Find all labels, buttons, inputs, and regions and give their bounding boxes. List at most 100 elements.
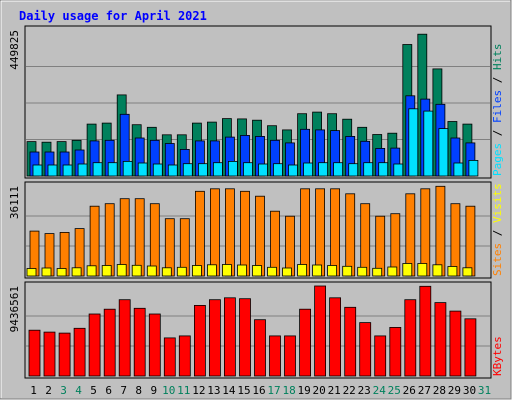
bar-sites-day-19	[300, 188, 311, 277]
bar-pages-day-20	[318, 162, 329, 177]
bar-pages-day-8	[137, 162, 148, 177]
legend-separator: /	[491, 70, 504, 90]
bar-visits-day-19	[297, 264, 308, 277]
bar-visits-day-6	[101, 265, 112, 277]
bar-kbytes-day-18	[284, 335, 296, 377]
bar-visits-day-30	[462, 267, 473, 277]
bar-pages-day-10	[167, 164, 178, 177]
legend-visits: Visits	[491, 183, 504, 223]
bar-sites-day-12	[194, 190, 205, 277]
day-label-1: 1	[30, 384, 37, 397]
bar-visits-day-27	[417, 263, 428, 277]
bar-kbytes-day-20	[314, 285, 327, 377]
bar-visits-day-22	[342, 265, 353, 277]
panel-kbytes: 9436561 KBytes	[8, 281, 504, 379]
y-max-label: 9436561	[8, 286, 21, 332]
panel-sites_visits: 36111 Sites / Visits	[8, 181, 504, 279]
bar-pages-day-17	[273, 163, 283, 177]
bar-visits-day-4	[71, 267, 82, 277]
bar-sites-day-29	[450, 203, 461, 277]
bar-pages-day-15	[243, 162, 253, 177]
bar-kbytes-day-5	[88, 313, 101, 377]
bar-visits-day-17	[267, 266, 277, 277]
bar-kbytes-day-28	[434, 302, 447, 377]
day-label-5: 5	[90, 384, 97, 397]
bar-visits-day-21	[327, 265, 338, 277]
bar-pages-day-24	[378, 162, 389, 177]
bar-pages-day-5	[92, 162, 103, 177]
bar-kbytes-day-27	[419, 285, 432, 377]
bar-pages-day-4	[77, 163, 88, 177]
bar-visits-day-13	[206, 264, 217, 277]
bar-pages-day-9	[152, 163, 163, 177]
day-label-11: 11	[177, 384, 190, 397]
bar-visits-day-12	[191, 265, 202, 277]
day-label-30: 30	[463, 384, 476, 397]
day-label-10: 10	[162, 384, 175, 397]
day-label-12: 12	[192, 384, 205, 397]
bar-kbytes-day-15	[239, 298, 251, 377]
bar-pages-day-2	[47, 164, 58, 177]
day-label-22: 22	[343, 384, 356, 397]
bar-visits-day-20	[312, 264, 323, 277]
day-label-2: 2	[45, 384, 52, 397]
bar-kbytes-day-3	[58, 332, 71, 377]
bar-kbytes-day-4	[73, 327, 86, 377]
legend-separator: /	[491, 223, 504, 243]
bar-kbytes-day-21	[329, 297, 342, 377]
bar-visits-day-10	[161, 267, 172, 277]
bar-visits-day-3	[56, 268, 67, 277]
bar-pages-day-13	[212, 162, 223, 177]
day-label-29: 29	[448, 384, 461, 397]
legend-sites: Sites	[491, 243, 504, 276]
bar-kbytes-day-25	[389, 326, 402, 377]
day-label-8: 8	[135, 384, 142, 397]
bar-sites-day-9	[149, 203, 160, 277]
day-label-28: 28	[433, 384, 446, 397]
bar-pages-day-18	[288, 164, 298, 177]
bar-kbytes-day-14	[223, 297, 236, 377]
bar-kbytes-day-19	[299, 308, 312, 377]
bar-kbytes-day-17	[269, 335, 281, 377]
bar-pages-day-23	[363, 162, 374, 177]
bar-visits-day-23	[357, 266, 368, 277]
bar-pages-day-14	[227, 160, 238, 177]
bar-pages-day-3	[62, 164, 73, 177]
day-label-19: 19	[297, 384, 310, 397]
legend-separator: /	[491, 123, 504, 143]
day-label-20: 20	[312, 384, 325, 397]
bar-pages-day-25	[393, 163, 404, 177]
series-legend-label: Pages / Files / Hits	[491, 44, 504, 177]
bar-kbytes-day-10	[163, 337, 176, 377]
bar-sites-day-30	[465, 205, 476, 277]
legend-hits: Hits	[491, 44, 504, 71]
bar-pages-day-11	[182, 163, 193, 177]
bar-visits-day-14	[221, 264, 232, 277]
day-label-27: 27	[418, 384, 431, 397]
bar-kbytes-day-29	[449, 310, 462, 377]
bar-visits-day-24	[372, 267, 383, 277]
bar-pages-day-28	[438, 128, 449, 177]
bar-kbytes-day-13	[208, 299, 221, 377]
bar-visits-day-28	[432, 264, 443, 277]
day-label-21: 21	[328, 384, 341, 397]
bar-sites-day-18	[285, 215, 295, 277]
bar-visits-day-15	[237, 264, 247, 277]
bar-pages-day-27	[423, 110, 434, 177]
bar-pages-day-7	[122, 160, 133, 177]
legend-kbytes: KBytes	[491, 336, 504, 376]
series-legend-label: Sites / Visits	[491, 183, 504, 276]
bar-visits-day-5	[86, 265, 97, 277]
bar-pages-day-30	[468, 159, 479, 177]
bar-sites-day-24	[375, 215, 386, 277]
bar-pages-day-16	[258, 163, 268, 177]
day-label-24: 24	[373, 384, 387, 397]
bar-kbytes-day-2	[43, 331, 56, 377]
day-label-4: 4	[75, 384, 82, 397]
bar-visits-day-29	[447, 266, 458, 277]
legend-pages: Pages	[491, 143, 504, 176]
bar-visits-day-8	[131, 264, 142, 277]
day-label-25: 25	[388, 384, 401, 397]
